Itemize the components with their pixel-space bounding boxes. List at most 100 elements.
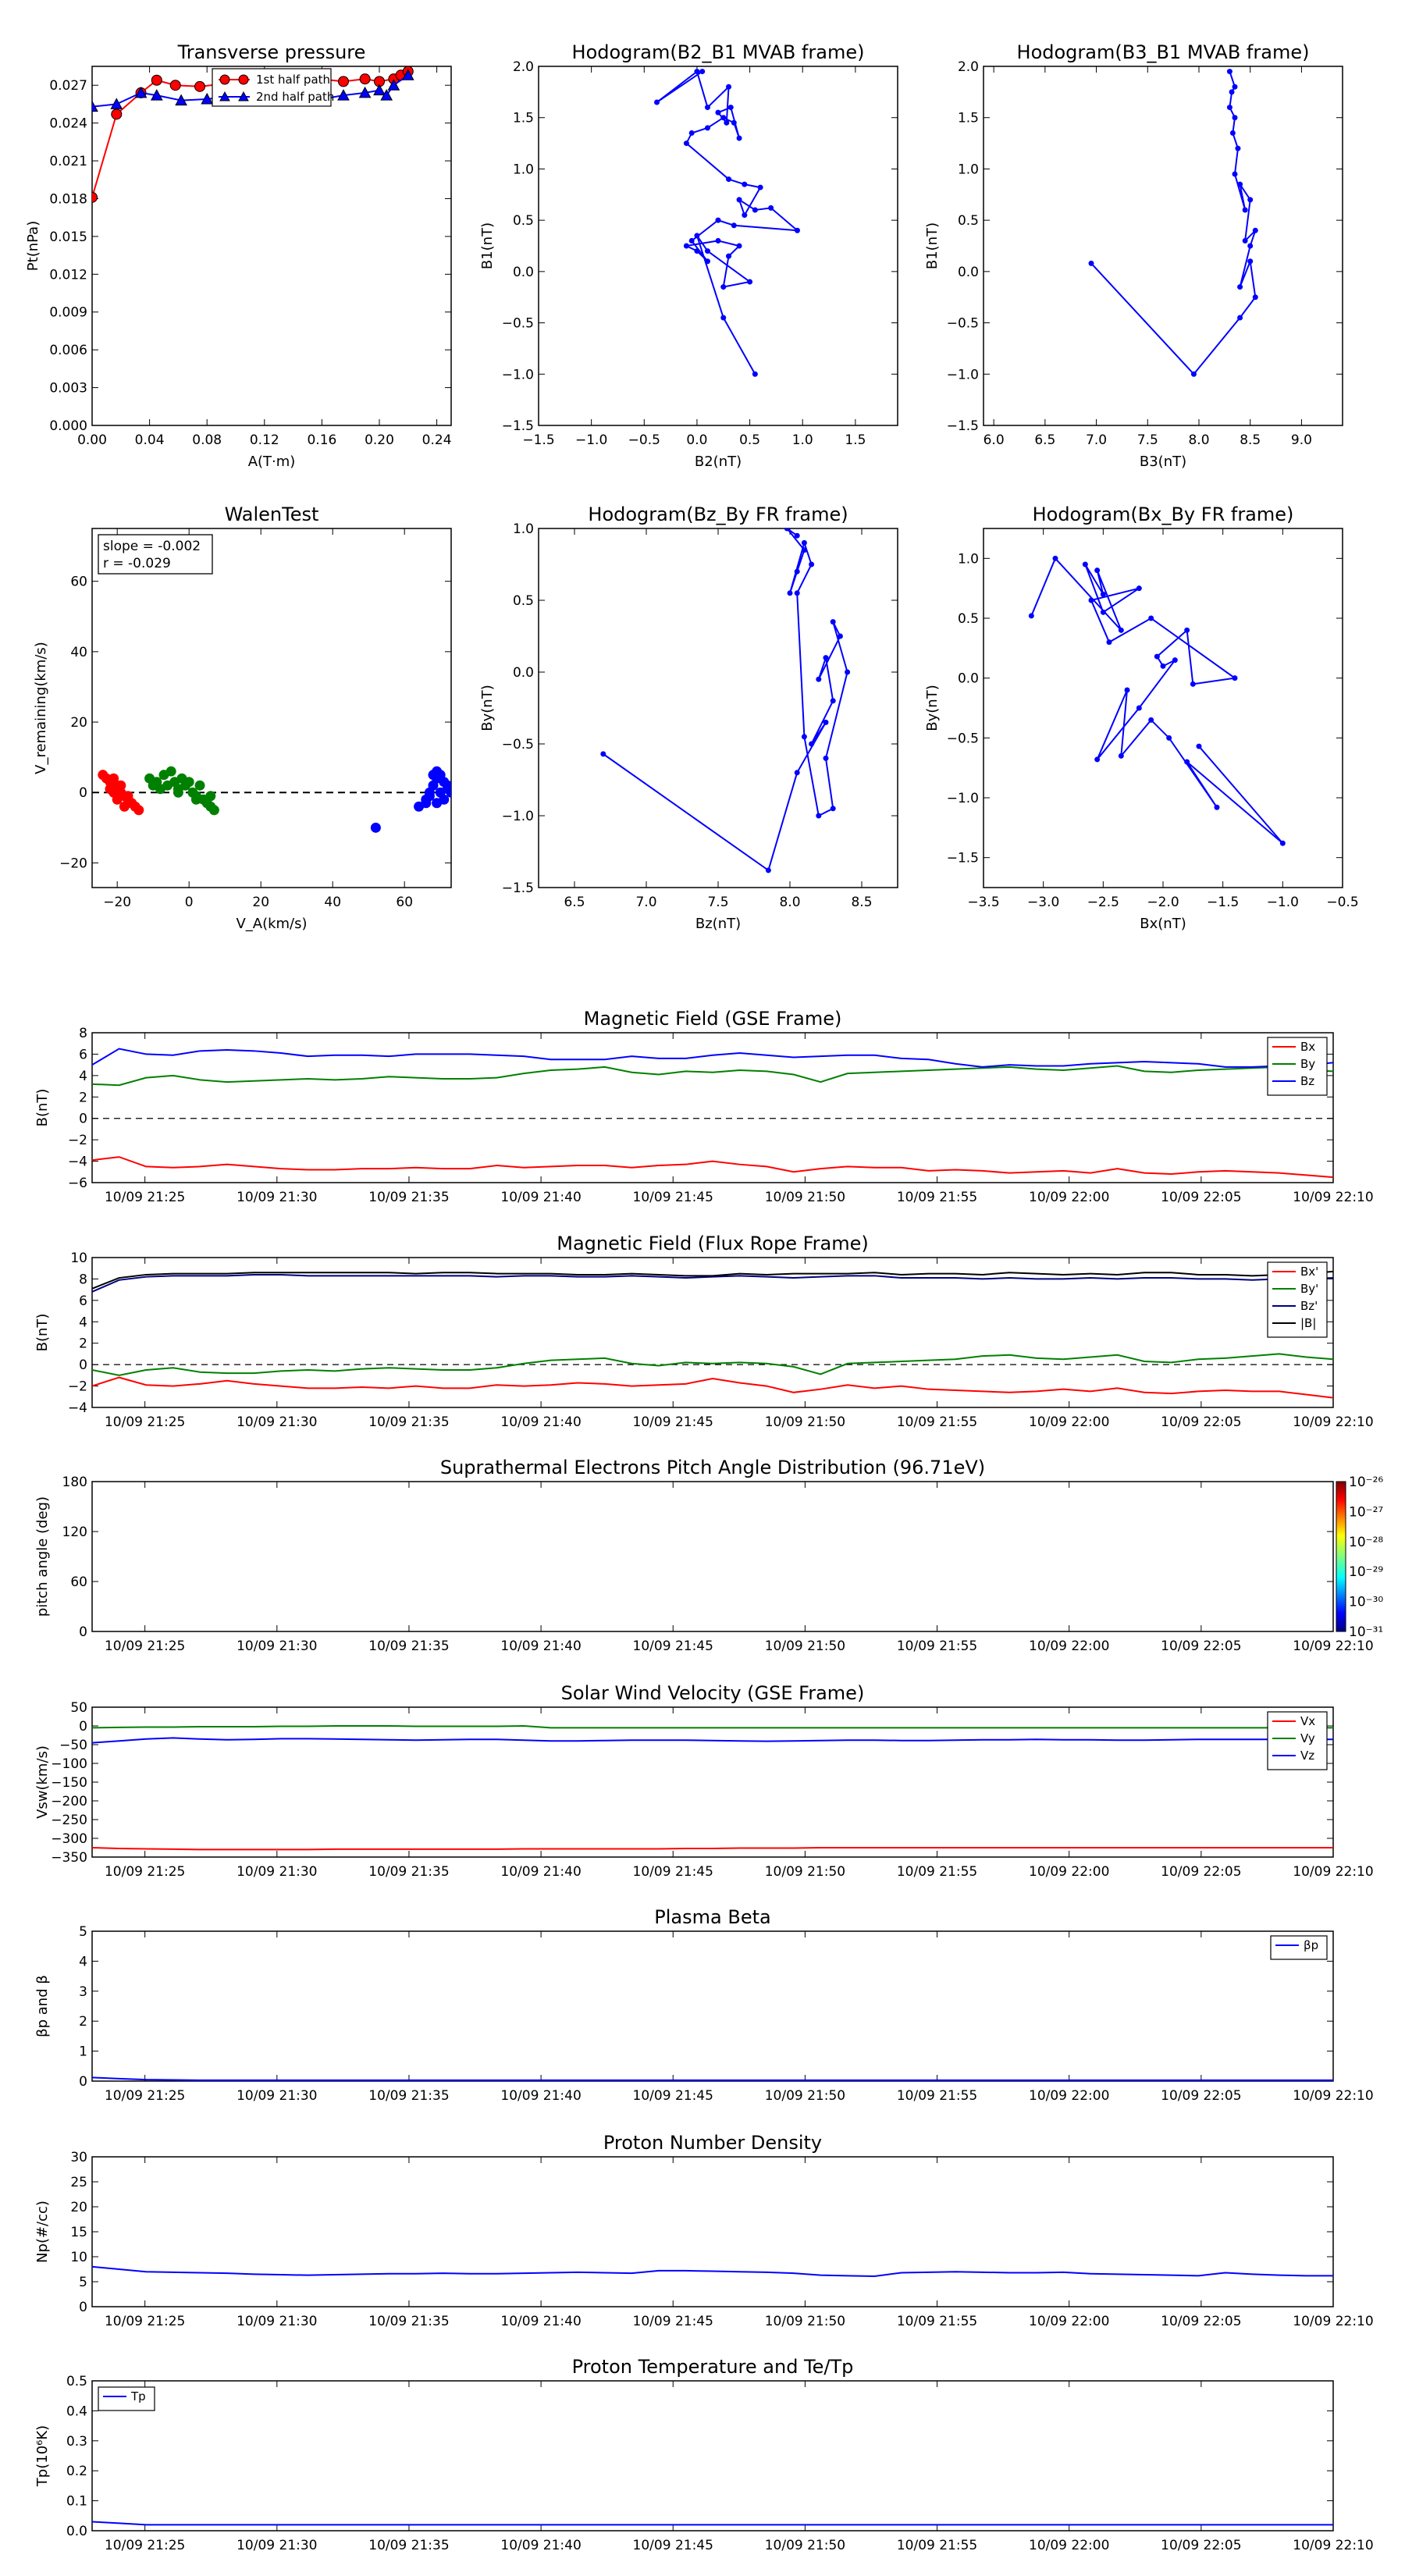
hodogram-point bbox=[704, 258, 710, 265]
hodogram-point bbox=[1184, 627, 1190, 633]
y-tick-label: 0.0 bbox=[66, 2524, 87, 2539]
hodogram-point bbox=[688, 130, 695, 136]
subplot-title: Hodogram(B2_B1 MVAB frame) bbox=[572, 41, 865, 63]
y-tick-label: −150 bbox=[51, 1775, 87, 1791]
x-tick-label: −1.0 bbox=[575, 432, 607, 448]
x-tick-label: 10/09 21:50 bbox=[765, 2314, 845, 2329]
legend-box bbox=[98, 2386, 155, 2411]
scatter-point bbox=[126, 798, 137, 809]
legend: Vx Vy Vz bbox=[1267, 1711, 1328, 1770]
hodogram-point bbox=[823, 755, 829, 761]
annotation: slope = -0.002 r = -0.029 bbox=[98, 534, 213, 575]
legend-label: Bx bbox=[1300, 1040, 1315, 1054]
colorbar-tick-label: 10⁻³¹ bbox=[1349, 1624, 1383, 1640]
y-tick-label: 0.0 bbox=[513, 665, 534, 681]
y-tick-label: −1.5 bbox=[502, 881, 534, 896]
y-tick-label: 0.0 bbox=[958, 671, 979, 687]
x-tick-label: 10/09 21:30 bbox=[237, 1190, 317, 1205]
x-tick-label: 10/09 21:25 bbox=[105, 1414, 185, 1430]
hodogram-point bbox=[1148, 717, 1154, 723]
hodogram-point bbox=[1214, 804, 1220, 810]
hodogram-point bbox=[1190, 681, 1196, 687]
x-tick-label: 10/09 21:40 bbox=[500, 2088, 581, 2104]
x-tick-label: 9.0 bbox=[1291, 432, 1312, 448]
y-tick-label: 10 bbox=[70, 2250, 87, 2265]
hodogram-point bbox=[801, 547, 807, 553]
panel-frame bbox=[91, 1930, 1334, 2082]
x-tick-label: 10/09 22:05 bbox=[1161, 1638, 1241, 1654]
x-tick-label: −3.0 bbox=[1027, 895, 1059, 910]
walen-series bbox=[92, 766, 451, 833]
panel-frame bbox=[91, 2156, 1334, 2307]
x-tick-label: 10/09 21:40 bbox=[500, 2538, 581, 2553]
hodogram-point bbox=[683, 141, 689, 147]
hodogram-point bbox=[1124, 687, 1130, 693]
y-tick-label: 2 bbox=[79, 2014, 87, 2030]
hodogram-point bbox=[688, 237, 695, 244]
x-tick-label: 10/09 21:45 bbox=[633, 1190, 713, 1205]
hodogram-point bbox=[794, 770, 800, 776]
series-line bbox=[92, 1270, 1333, 1290]
x-tick-label: 10/09 21:35 bbox=[368, 1190, 449, 1205]
y-tick-label: 60 bbox=[70, 1574, 87, 1590]
subplot-title: Hodogram(B3_B1 MVAB frame) bbox=[1017, 41, 1310, 63]
legend-label: 2nd half path bbox=[256, 90, 334, 104]
x-tick-label: 10/09 22:00 bbox=[1029, 1190, 1109, 1205]
x-tick-label: 10/09 21:45 bbox=[633, 2314, 713, 2329]
y-axis-label: pitch angle (deg) bbox=[34, 1496, 51, 1617]
hodogram-point bbox=[1190, 371, 1197, 377]
x-tick-label: 10/09 22:05 bbox=[1161, 2538, 1241, 2553]
y-tick-label: 0.012 bbox=[49, 267, 87, 283]
y-tick-label: −300 bbox=[51, 1831, 87, 1847]
panel-frame bbox=[91, 1706, 1334, 1858]
x-tick-label: 40 bbox=[324, 895, 341, 910]
legend: Tp bbox=[98, 2386, 155, 2411]
plot-frame bbox=[983, 528, 1343, 888]
hodogram-point bbox=[1252, 294, 1258, 301]
y-tick-label: 0.5 bbox=[958, 213, 979, 229]
scatter-point bbox=[183, 777, 194, 788]
legend-marker bbox=[238, 74, 249, 85]
y-tick-label: 0 bbox=[79, 785, 87, 801]
panel-frame bbox=[91, 1257, 1334, 1408]
panel-frame bbox=[91, 1032, 1334, 1183]
data-point bbox=[201, 92, 214, 105]
y-axis-label: Pt(nPa) bbox=[25, 221, 41, 271]
hodogram-series bbox=[1088, 69, 1258, 377]
x-tick-label: 10/09 21:30 bbox=[237, 1638, 317, 1654]
subplot-2: Hodogram(B2_B1 MVAB frame) −1.5 −1.0 −0.5 0.… bbox=[479, 41, 898, 470]
x-tick-label: 20 bbox=[252, 895, 269, 910]
x-axis-label: Bx(nT) bbox=[1140, 916, 1186, 932]
x-tick-label: 10/09 21:40 bbox=[500, 1864, 581, 1880]
y-tick-label: 25 bbox=[70, 2175, 87, 2190]
x-axis-label: V_A(km/s) bbox=[236, 916, 307, 932]
y-tick-label: 0.015 bbox=[49, 229, 87, 245]
x-tick-label: 7.5 bbox=[1137, 432, 1158, 448]
panel-frame bbox=[91, 1481, 1334, 1632]
hodogram-point bbox=[699, 69, 706, 75]
hodogram-point bbox=[742, 181, 748, 187]
x-tick-label: 10/09 21:45 bbox=[633, 2088, 713, 2104]
x-tick-label: 6.5 bbox=[1034, 432, 1055, 448]
hodogram-line bbox=[656, 69, 800, 375]
x-tick-label: 10/09 21:30 bbox=[237, 2538, 317, 2553]
hodogram-point bbox=[1226, 105, 1232, 111]
hodogram-point bbox=[1160, 663, 1166, 669]
y-tick-label: 8 bbox=[79, 1026, 87, 1041]
y-axis-label: Np(#/cc) bbox=[34, 2201, 51, 2263]
x-tick-label: 10/09 21:40 bbox=[500, 1190, 581, 1205]
hodogram-point bbox=[1237, 284, 1243, 290]
x-tick-label: 10/09 22:05 bbox=[1161, 2088, 1241, 2104]
x-tick-label: 10/09 21:45 bbox=[633, 1414, 713, 1430]
hodogram-point bbox=[1118, 753, 1124, 759]
hodogram-point bbox=[726, 253, 732, 259]
x-tick-label: 8.5 bbox=[851, 895, 872, 910]
y-tick-label: −250 bbox=[51, 1813, 87, 1828]
x-tick-label: 10/09 22:00 bbox=[1029, 1864, 1109, 1880]
hodogram-point bbox=[736, 243, 742, 249]
colorbar-strip bbox=[1336, 1481, 1346, 1632]
x-tick-label: 0.16 bbox=[307, 432, 336, 448]
x-tick-label: 10/09 21:35 bbox=[368, 2088, 449, 2104]
y-axis-label: B(nT) bbox=[34, 1314, 51, 1352]
plot-frame bbox=[91, 66, 452, 426]
